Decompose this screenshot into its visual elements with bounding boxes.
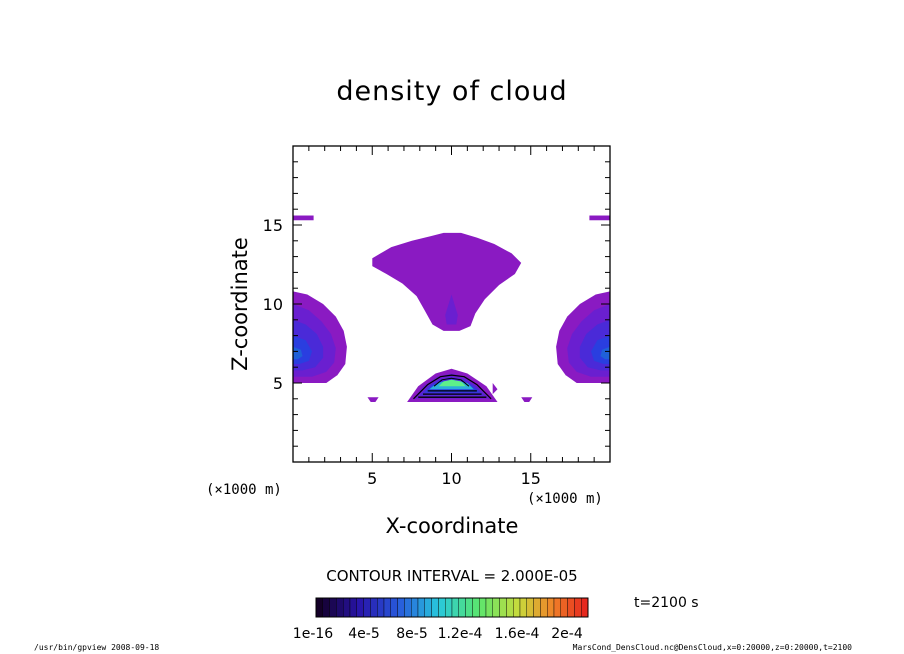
colorbar-label: 8e-5 xyxy=(396,626,427,642)
colorbar-swatch xyxy=(458,597,466,618)
colorbar-swatch xyxy=(315,597,324,618)
colorbar-swatch xyxy=(370,597,378,618)
colorbar-swatch xyxy=(533,597,541,618)
colorbar-swatch xyxy=(397,597,405,618)
x-tick-label: 15 xyxy=(521,469,541,488)
left-top-strip xyxy=(293,215,314,221)
colorbar-frame xyxy=(315,597,589,618)
chart-title: density of cloud xyxy=(336,76,568,107)
footer-right: MarsCond_DensCloud.nc@DensCloud,x=0:2000… xyxy=(572,643,852,652)
colorbar-swatch xyxy=(472,597,480,618)
contour-interval: CONTOUR INTERVAL = 2.000E-05 xyxy=(326,567,578,585)
colorbar-swatch xyxy=(485,597,494,618)
left-speck xyxy=(367,397,379,402)
colorbar-swatch xyxy=(567,597,575,618)
right-top-strip xyxy=(589,215,610,221)
colorbar-swatch xyxy=(329,597,337,618)
x-unit-label: (×1000 m) xyxy=(527,491,603,507)
x-tick-label: 10 xyxy=(441,469,461,488)
colorbar-swatch xyxy=(343,597,351,618)
colorbar-swatch xyxy=(417,597,426,618)
colorbar-swatch xyxy=(356,597,364,618)
right-speck xyxy=(521,397,533,402)
colorbar-swatch xyxy=(322,597,330,618)
colorbar-swatch xyxy=(424,597,432,618)
upper-cloud-region xyxy=(372,232,522,331)
colorbar-swatch xyxy=(451,597,460,618)
x-tick-label: 5 xyxy=(367,469,377,488)
colorbar-swatch xyxy=(492,597,500,618)
colorbar-swatch xyxy=(390,597,398,618)
time-label: t=2100 s xyxy=(634,595,699,611)
colorbar-label: 1e-16 xyxy=(293,626,333,642)
colorbar-swatch xyxy=(377,597,385,618)
colorbar-swatch xyxy=(499,597,507,618)
colorbar-swatch xyxy=(445,597,453,618)
upper-cloud-core xyxy=(445,294,458,325)
colorbar-swatch xyxy=(547,597,555,618)
colorbar-swatch xyxy=(526,597,534,618)
left-cloud-level-5 xyxy=(293,346,303,360)
y-tick-label: 5 xyxy=(273,374,283,393)
colorbar-swatch xyxy=(404,597,412,618)
contour-inner xyxy=(433,377,470,387)
colorbar-label: 4e-5 xyxy=(348,626,379,642)
contour-outline xyxy=(413,374,492,400)
x-axis-label: X-coordinate xyxy=(385,514,519,538)
colorbar-swatch xyxy=(438,597,446,618)
colorbar-swatch xyxy=(506,597,514,618)
central-cloud-level-6 xyxy=(438,379,466,387)
colorbar-swatch xyxy=(431,597,439,618)
colorbar-swatch xyxy=(479,597,487,618)
colorbar-swatch xyxy=(383,597,392,618)
colorbar-swatch xyxy=(513,597,521,618)
y-tick-label: 15 xyxy=(263,216,283,235)
colorbar-swatch xyxy=(519,597,528,618)
colorbar-swatch xyxy=(540,597,548,618)
colorbar-label: 1.2e-4 xyxy=(438,626,483,642)
right-cloud-level-5 xyxy=(600,346,610,360)
colorbar-swatch xyxy=(465,597,473,618)
colorbar-swatch xyxy=(574,597,582,618)
colorbar-swatch xyxy=(581,597,589,618)
colorbar-swatch xyxy=(363,597,371,618)
y-axis-label: Z-coordinate xyxy=(228,237,252,371)
inner-speck xyxy=(492,383,498,395)
colorbar-swatch xyxy=(411,597,419,618)
footer-left: /usr/bin/gpview 2008-09-18 xyxy=(34,643,160,652)
colorbar-swatch xyxy=(349,597,358,618)
y-tick-label: 10 xyxy=(263,295,283,314)
colorbar-swatch xyxy=(336,597,344,618)
colorbar-label: 1.6e-4 xyxy=(495,626,540,642)
colorbar-swatch xyxy=(560,597,568,618)
colorbar-swatch xyxy=(553,597,562,618)
y-unit-label: (×1000 m) xyxy=(206,482,282,498)
colorbar-label: 2e-4 xyxy=(551,626,583,642)
